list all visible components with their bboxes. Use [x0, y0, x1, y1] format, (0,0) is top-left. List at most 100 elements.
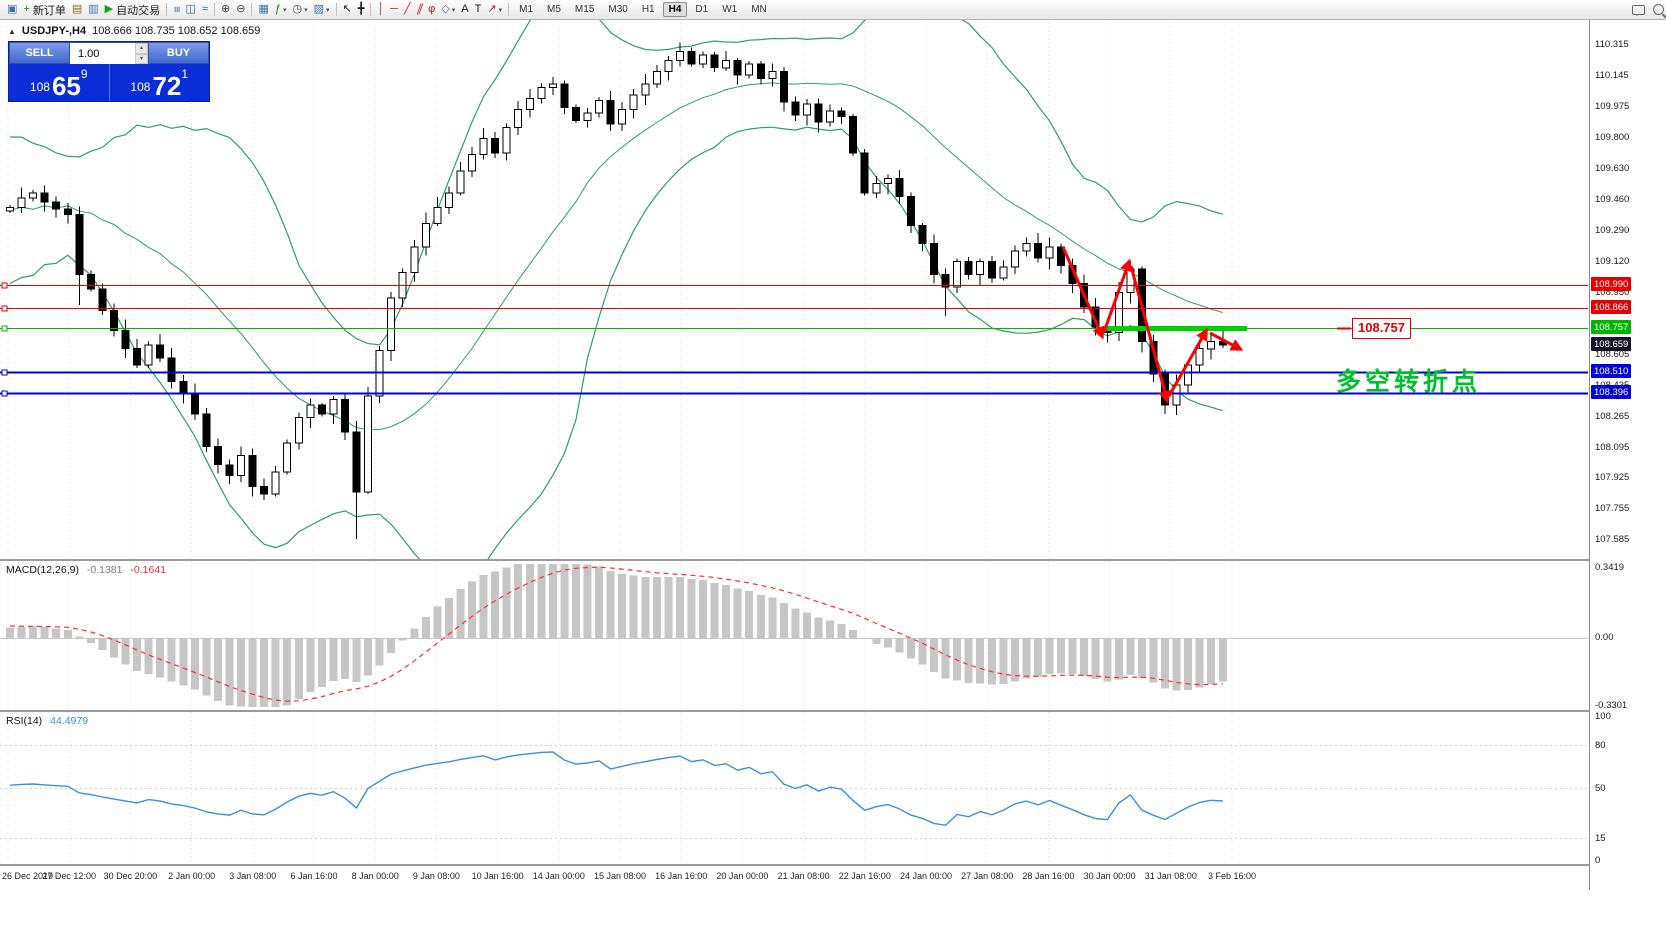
price-tick-label: 108.950 [1595, 287, 1630, 298]
lot-size-value[interactable]: 1.00 [78, 47, 100, 60]
timeframe-h1-button[interactable]: H1 [641, 4, 655, 15]
timeframe-d1-button[interactable]: D1 [695, 4, 709, 15]
new-chart-button[interactable]: ▣ [4, 1, 20, 18]
ask-main-digits: 72 [152, 70, 182, 101]
cursor-button[interactable]: ↖ [340, 1, 355, 18]
new-order-button[interactable]: + 新订单 [20, 1, 68, 18]
rsi-canvas[interactable] [0, 712, 1588, 864]
price-tick-label: 108.265 [1595, 411, 1630, 422]
macd-name: MACD(12,26,9) [6, 564, 79, 576]
timeframe-m5-button[interactable]: M5 [547, 4, 561, 15]
bid-price[interactable]: 108 65 9 [9, 64, 109, 101]
autotrading-icon: ▶ [104, 3, 114, 15]
horizontal-line-icon: ─ [390, 3, 399, 15]
new-order-label: 新订单 [32, 4, 66, 17]
arrows-tool-dropdown-icon[interactable]: ▾ [498, 6, 503, 14]
price-tick-label: 109.460 [1595, 194, 1630, 205]
price-tick-label: 109.630 [1595, 163, 1630, 174]
one-click-collapse-icon[interactable]: ▲ [8, 26, 16, 36]
macd-indicator-label: MACD(12,26,9) -0.1381 -0.1641 [6, 564, 166, 576]
price-axis[interactable]: 110.315 110.145 109.975 109.800 109.630 109.4… [1589, 19, 1666, 890]
zoom-out-button[interactable]: ⊖ [233, 1, 248, 18]
chart-candles-button[interactable]: ◫ [183, 1, 199, 18]
rsi-scale-label: 15 [1595, 833, 1606, 844]
vertical-line-button[interactable]: │ [374, 1, 387, 18]
toolbar-separator [214, 3, 215, 16]
price-tag-108.396: 108.396 [1591, 385, 1632, 399]
price-tick-label: 110.315 [1595, 39, 1629, 50]
indicators-button[interactable]: ƒ ▾ [272, 1, 290, 18]
ask-pip-digit: 1 [181, 67, 189, 81]
crosshair-button[interactable]: ╋ [355, 1, 368, 18]
sell-button[interactable]: SELL [9, 42, 70, 64]
rsi-indicator-label: RSI(14) 44.4979 [6, 715, 88, 727]
panel-separator[interactable] [0, 864, 1666, 866]
zoom-in-button[interactable]: ⊕ [218, 1, 233, 18]
search-icon[interactable] [1653, 4, 1664, 15]
ask-price[interactable]: 108 72 1 [110, 64, 210, 101]
price-tick-label: 108.095 [1595, 442, 1630, 453]
periods-dropdown-icon[interactable]: ▾ [304, 6, 308, 14]
price-tag-108.990: 108.990 [1591, 277, 1632, 291]
macd-scale-label: -0.3301 [1595, 700, 1628, 711]
text-label-icon: T [474, 3, 482, 15]
time-axis-label: 22 Jan 16:00 [838, 871, 891, 881]
toolbar-separator [166, 3, 168, 16]
trendline-button[interactable]: ╱ [401, 1, 414, 18]
time-axis-label: 3 Jan 08:00 [229, 871, 277, 881]
rsi-scale-label: 100 [1595, 711, 1611, 722]
timeframe-m30-button[interactable]: M30 [608, 4, 628, 15]
templates-icon: ▨ [313, 3, 325, 15]
panel-separator[interactable] [0, 710, 1666, 712]
tile-windows-button[interactable]: ▦ [255, 1, 271, 18]
timeframe-w1-button[interactable]: W1 [722, 4, 738, 15]
buy-button[interactable]: BUY [148, 42, 209, 64]
equidistant-channel-button[interactable]: ∥ [414, 1, 426, 18]
templates-button[interactable]: ▨ ▾ [311, 1, 333, 18]
crosshair-icon: ╋ [357, 3, 365, 15]
shapes-dropdown-icon[interactable]: ▾ [451, 6, 456, 14]
charts-setup-button[interactable]: ▥ [85, 1, 101, 18]
indicators-icon: ƒ [274, 3, 281, 15]
autotrading-button[interactable]: ▶ 自动交易 [102, 1, 163, 18]
timeframe-m1-button[interactable]: M1 [519, 4, 534, 15]
text-button[interactable]: A [458, 1, 471, 18]
chart-bars-button[interactable]: ≡ [170, 1, 183, 18]
price-callout-label[interactable]: 108.757 [1352, 318, 1411, 339]
lot-increase-button[interactable]: ▴ [135, 43, 148, 54]
timeframe-m15-button[interactable]: M15 [574, 4, 595, 15]
main-chart-canvas[interactable] [0, 19, 1588, 559]
lot-size-field[interactable]: 1.00 ▴ ▾ [70, 42, 148, 64]
annotation-text[interactable]: 多空转折点 [1336, 367, 1482, 396]
chart-line-button[interactable]: ≈ [199, 1, 211, 18]
macd-canvas[interactable] [0, 561, 1588, 710]
rsi-scale-label: 80 [1595, 740, 1606, 751]
shapes-icon: ◇ [441, 3, 450, 15]
price-tick-label: 107.585 [1595, 534, 1630, 545]
panel-separator[interactable] [0, 559, 1666, 561]
profiles-button[interactable]: ▤ [69, 1, 85, 18]
arrows-tool-button[interactable]: ↗ ▾ [484, 1, 505, 18]
fibonacci-button[interactable]: φ [425, 1, 438, 18]
time-axis[interactable]: 26 Dec 2019 27 Dec 12:00 30 Dec 20:00 2 Jan… [0, 866, 1589, 890]
chat-icon[interactable] [1632, 4, 1645, 16]
time-axis-label: 9 Jan 08:00 [412, 871, 460, 881]
text-label-button[interactable]: T [472, 1, 485, 18]
templates-dropdown-icon[interactable]: ▾ [326, 6, 330, 14]
time-axis-label: 26 Dec 2019 [2, 871, 54, 881]
shapes-button[interactable]: ◇ ▾ [438, 1, 458, 18]
toolbar-right [1632, 4, 1666, 16]
periods-button[interactable]: ◷ ▾ [289, 1, 310, 18]
lot-decrease-button[interactable]: ▾ [135, 53, 148, 64]
price-divider [108, 64, 110, 101]
horizontal-line-button[interactable]: ─ [387, 1, 401, 18]
time-axis-label: 21 Jan 08:00 [777, 871, 830, 881]
time-axis-label: 8 Jan 00:00 [351, 871, 399, 881]
time-axis-label: 28 Jan 16:00 [1022, 871, 1075, 881]
indicators-dropdown-icon[interactable]: ▾ [282, 6, 287, 14]
timeframe-h4-button[interactable]: H4 [662, 2, 688, 17]
price-tick-label: 109.800 [1595, 132, 1630, 143]
ask-integer: 108 [130, 80, 151, 94]
rsi-value: 44.4979 [50, 715, 89, 727]
timeframe-mn-button[interactable]: MN [751, 4, 767, 15]
